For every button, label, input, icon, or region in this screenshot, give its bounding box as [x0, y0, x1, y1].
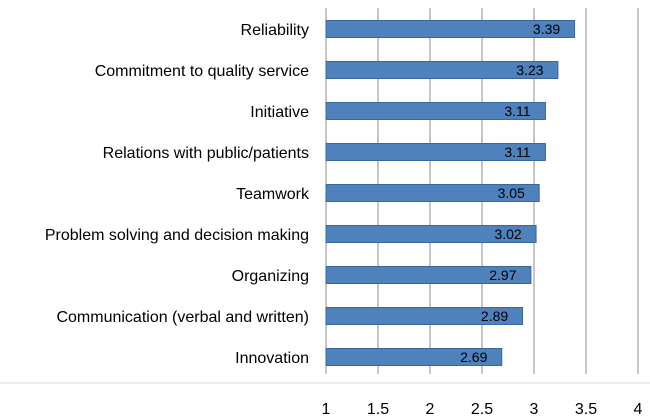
data-label: 2.97: [489, 267, 516, 283]
category-label: Teamwork: [236, 186, 310, 203]
data-label: 3.11: [504, 144, 530, 160]
bar: [325, 143, 546, 161]
data-label: 3.02: [494, 226, 521, 242]
bar: [325, 61, 559, 79]
data-label: 3.05: [498, 185, 525, 201]
data-label: 2.69: [460, 349, 487, 365]
category-label: Communication (verbal and written): [56, 309, 309, 326]
data-label: 3.39: [533, 21, 560, 37]
category-label: Initiative: [250, 104, 309, 121]
bar: [325, 184, 540, 202]
bar: [325, 307, 524, 325]
x-tick-label: 3.5: [575, 401, 597, 418]
x-tick-label: 1: [322, 401, 331, 418]
category-label: Reliability: [241, 22, 309, 39]
data-label: 2.89: [481, 308, 508, 324]
category-label: Organizing: [232, 268, 309, 285]
data-label: 3.11: [504, 103, 530, 119]
bar: [325, 102, 546, 120]
bars: [325, 20, 576, 366]
x-tick-label: 3: [530, 401, 539, 418]
x-axis-tick-labels: 1 1.5 2 2.5 3 3.5 4: [322, 401, 643, 418]
x-tick-label: 2: [426, 401, 435, 418]
x-tick-label: 1.5: [367, 401, 389, 418]
data-labels: 3.39 3.23 3.11 3.11 3.05 3.02 2.97 2.89 2.69: [460, 21, 560, 365]
bar: [325, 348, 503, 366]
category-label: Problem solving and decision making: [45, 227, 309, 244]
bar: [325, 225, 537, 243]
bar: [325, 20, 576, 38]
data-label: 3.23: [516, 62, 543, 78]
category-label: Relations with public/patients: [103, 145, 309, 162]
category-label: Commitment to quality service: [95, 63, 309, 80]
category-labels: Reliability Commitment to quality service…: [45, 22, 310, 367]
bar: [325, 266, 532, 284]
x-tick-label: 4: [634, 401, 643, 418]
x-tick-label: 2.5: [471, 401, 493, 418]
category-label: Innovation: [235, 350, 309, 367]
